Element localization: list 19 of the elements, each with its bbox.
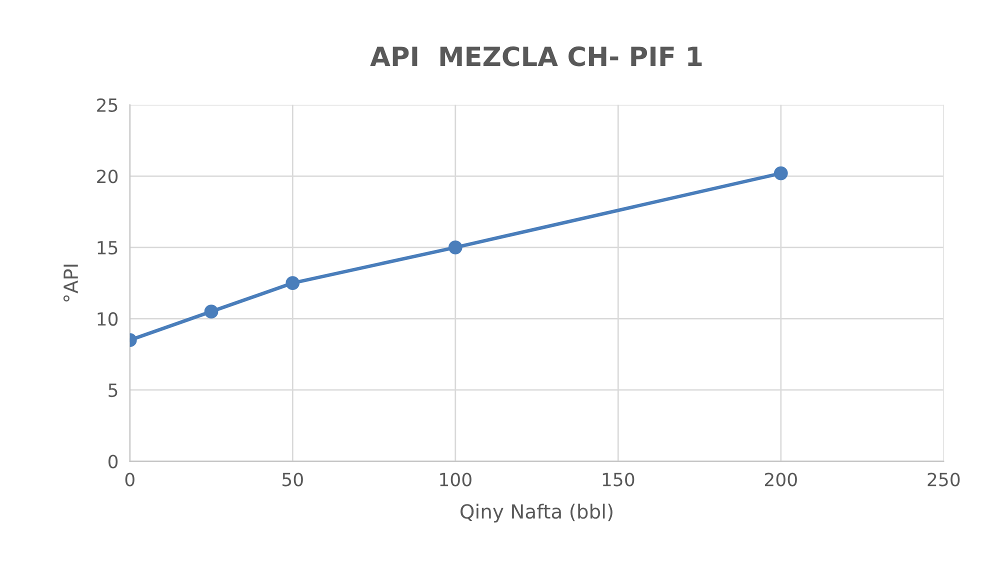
point [204, 304, 218, 319]
point [774, 166, 788, 180]
y-tick-label: 25 [97, 98, 118, 112]
x-tick-label: 50 [282, 472, 303, 486]
y-tick-label: 0 [108, 454, 118, 468]
chart-title: API MEZCLA CH- PIF 1 [370, 46, 702, 66]
x-axis-title: Qiny Nafta (bbl) [460, 504, 612, 523]
point [286, 276, 300, 290]
x-tick-label: 250 [928, 472, 960, 486]
y-tick-label: 15 [98, 241, 118, 255]
x-tick-label: 200 [764, 472, 797, 486]
x-tick-label: 100 [440, 472, 472, 486]
y-axis-title: °API [63, 264, 78, 302]
point [448, 240, 462, 254]
x-tick-label: 0 [125, 472, 134, 486]
y-tick-label: 20 [97, 170, 118, 184]
y-tick-label: 5 [108, 384, 118, 398]
x-tick-label: 150 [602, 472, 634, 486]
y-tick-label: 10 [98, 312, 118, 326]
